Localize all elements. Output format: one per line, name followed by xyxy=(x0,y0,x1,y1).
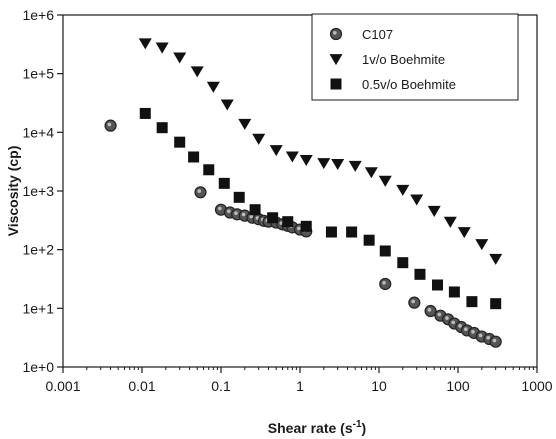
point-05vo-boehmite xyxy=(233,191,245,203)
point-05vo-boehmite xyxy=(188,151,200,163)
point-1vo-boehmite xyxy=(331,158,345,171)
x-tick-label: 100 xyxy=(446,378,470,394)
x-tick-label: 0.01 xyxy=(128,378,155,394)
legend-label-1vo-boehmite: 1v/o Boehmite xyxy=(362,52,445,67)
y-tick-label: 1e+3 xyxy=(22,183,54,199)
point-1vo-boehmite xyxy=(457,227,471,239)
y-tick-label: 1e+6 xyxy=(22,7,54,23)
point-05vo-boehmite xyxy=(325,226,337,238)
x-tick-label: 1000 xyxy=(521,378,552,394)
y-axis-title: Viscosity (cp) xyxy=(5,146,21,237)
point-05vo-boehmite xyxy=(218,177,230,189)
point-c107 xyxy=(489,335,502,348)
point-1vo-boehmite xyxy=(317,158,331,170)
point-05vo-boehmite xyxy=(346,226,358,238)
legend: C107 1v/o Boehmite 0.5v/o Boehmite xyxy=(311,13,519,101)
legend-markers xyxy=(329,27,343,90)
legend-marker-c107 xyxy=(329,27,343,41)
x-tick-label: 1 xyxy=(296,378,304,394)
y-tick-label: 1e+4 xyxy=(22,124,54,140)
point-1vo-boehmite xyxy=(443,216,457,228)
point-1vo-boehmite xyxy=(269,145,283,157)
point-1vo-boehmite xyxy=(410,194,424,206)
point-1vo-boehmite xyxy=(299,154,313,166)
point-1vo-boehmite xyxy=(364,167,378,179)
point-1vo-boehmite xyxy=(252,133,266,145)
x-axis-title: Shear rate (s-1) xyxy=(268,419,366,436)
point-c107 xyxy=(379,277,392,291)
x-tick-label: 0.001 xyxy=(45,378,80,394)
point-1vo-boehmite xyxy=(206,81,220,93)
x-tick-label: 10 xyxy=(371,378,387,394)
point-05vo-boehmite xyxy=(466,296,478,308)
point-05vo-boehmite xyxy=(203,164,215,176)
point-05vo-boehmite xyxy=(156,122,168,134)
point-c107 xyxy=(408,296,421,309)
point-05vo-boehmite xyxy=(139,107,151,119)
point-05vo-boehmite xyxy=(249,204,261,216)
x-tick-label: 0.1 xyxy=(211,378,231,394)
legend-box xyxy=(311,13,519,101)
point-1vo-boehmite xyxy=(475,239,489,251)
x-axis-ticks: 0.001 0.01 0.1 1 10 100 1000 xyxy=(45,367,553,394)
point-1vo-boehmite xyxy=(285,151,299,163)
point-05vo-boehmite xyxy=(431,279,443,291)
legend-marker-05vo-boehmite xyxy=(330,78,342,90)
point-c107 xyxy=(424,304,437,318)
point-1vo-boehmite xyxy=(396,184,410,196)
point-1vo-boehmite xyxy=(348,160,362,172)
point-05vo-boehmite xyxy=(379,245,391,257)
point-05vo-boehmite xyxy=(267,212,279,224)
y-tick-label: 1e+0 xyxy=(22,359,54,375)
point-1vo-boehmite xyxy=(138,38,152,50)
point-05vo-boehmite xyxy=(448,286,460,298)
y-tick-label: 1e+2 xyxy=(22,242,54,258)
legend-label-05vo-boehmite: 0.5v/o Boehmite xyxy=(362,77,456,92)
legend-marker-1vo-boehmite xyxy=(329,54,343,66)
point-1vo-boehmite xyxy=(190,66,204,78)
point-1vo-boehmite xyxy=(427,205,441,217)
y-tick-label: 1e+5 xyxy=(22,66,54,82)
point-05vo-boehmite xyxy=(363,234,375,246)
point-05vo-boehmite xyxy=(414,268,426,280)
y-tick-label: 1e+1 xyxy=(22,300,54,316)
point-1vo-boehmite xyxy=(489,253,503,265)
point-1vo-boehmite xyxy=(238,118,252,130)
point-05vo-boehmite xyxy=(300,220,312,232)
y-axis-ticks: 1e+0 1e+1 1e+2 1e+3 1e+4 1e+5 1e+6 xyxy=(22,7,63,375)
point-1vo-boehmite xyxy=(378,175,392,187)
point-05vo-boehmite xyxy=(174,136,186,148)
point-05vo-boehmite xyxy=(282,216,294,228)
point-c107 xyxy=(194,186,207,199)
point-05vo-boehmite xyxy=(490,298,502,310)
data-points xyxy=(104,38,503,348)
point-05vo-boehmite xyxy=(397,257,409,269)
point-1vo-boehmite xyxy=(173,52,187,64)
point-1vo-boehmite xyxy=(155,42,169,54)
point-1vo-boehmite xyxy=(220,99,234,111)
legend-label-c107: C107 xyxy=(362,27,393,42)
point-c107 xyxy=(104,119,117,132)
